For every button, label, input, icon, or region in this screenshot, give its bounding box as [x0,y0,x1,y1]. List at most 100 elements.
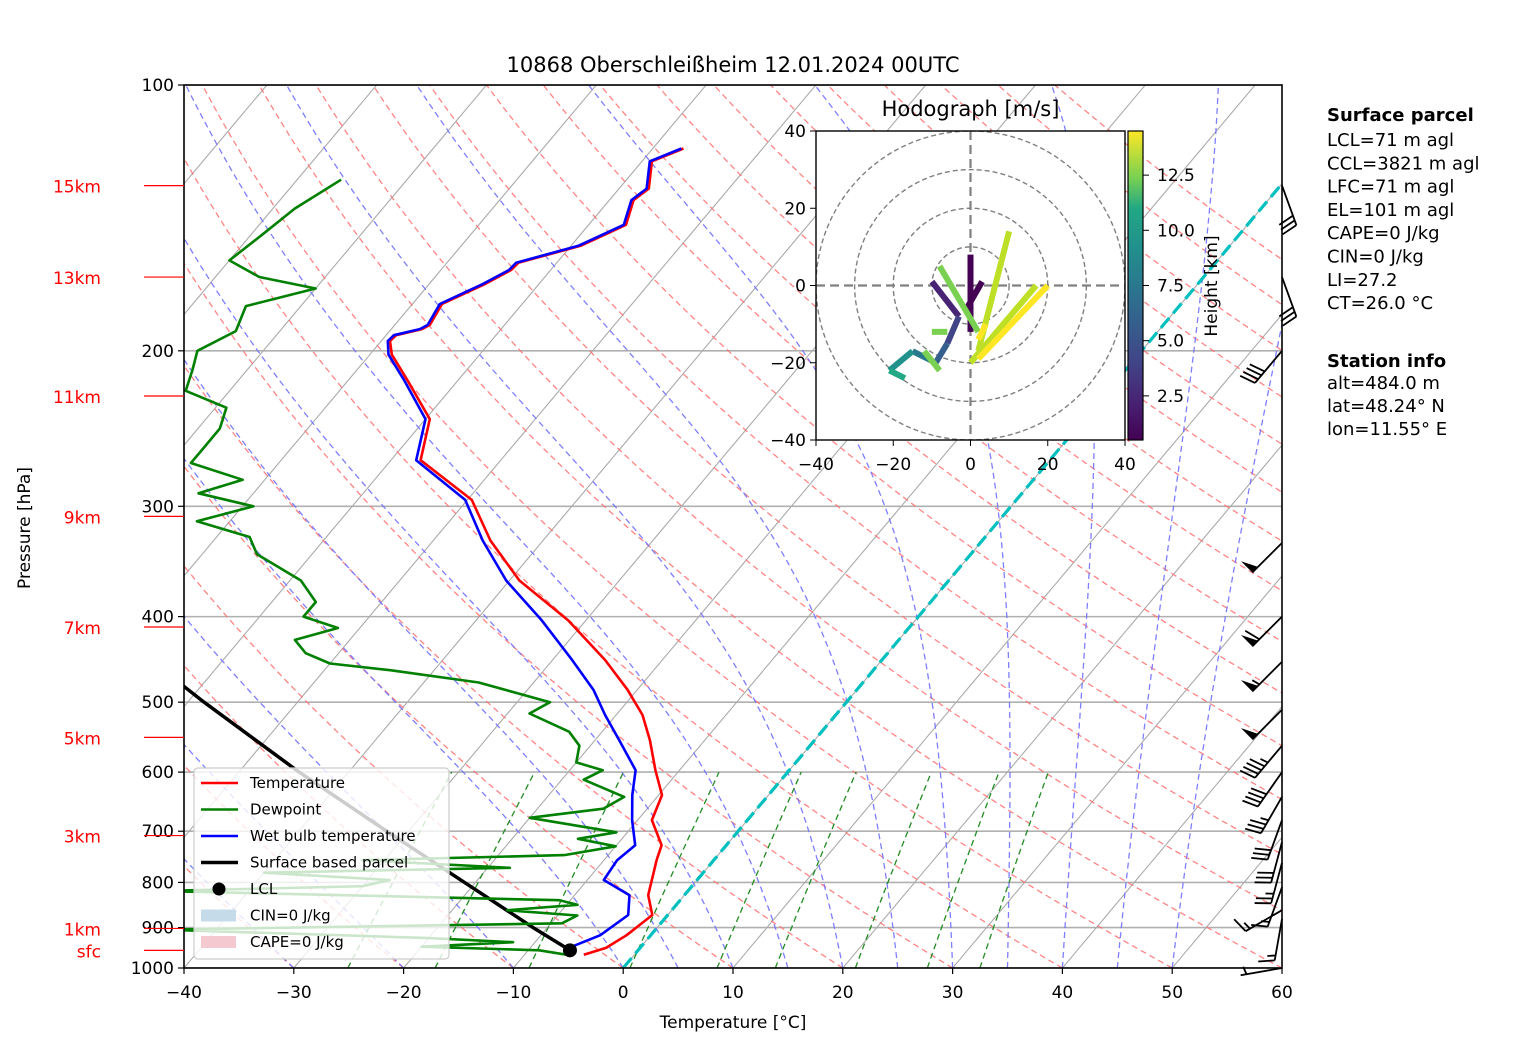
moist-adiabat [184,615,514,968]
legend-label: CAPE=0 J/kg [250,933,344,951]
dry-adiabat [258,85,1282,968]
barb-full [1244,629,1260,641]
barb-staff [1254,745,1283,779]
barb-full [1282,224,1297,236]
height-label: 3km [64,828,101,848]
dry-adiabat [770,85,1282,493]
station-info-value: lon=11.55° E [1327,419,1447,440]
dry-adiabat [315,85,1282,912]
y-tick-label: 200 [142,342,174,362]
isotherm-gridline [732,313,1282,968]
mixing-ratio-line [774,771,857,968]
barb-full [1242,371,1259,380]
height-label: 11km [53,388,101,408]
dry-adiabat [184,465,734,968]
y-tick-label: 300 [142,497,174,517]
barb-full [1245,795,1262,804]
hodograph-plot [816,131,1125,440]
barb-pennant [1240,728,1258,740]
legend-label: CIN=0 J/kg [250,907,331,925]
barb-staff [1266,886,1283,927]
hodograph-y-tick-label: −40 [770,431,806,451]
y-tick-label: 800 [142,873,174,893]
wind-barb [1251,886,1283,928]
legend-swatch [201,909,236,922]
wind-barb [1251,819,1283,861]
y-axis-label: Pressure [hPa] [15,467,35,589]
barb-full [1251,856,1268,861]
moist-adiabat [184,358,679,968]
moist-adiabat [1116,85,1220,968]
axes: −40 −30 −20 −10 0 10 20 30 40 50 60100200300400500… [53,76,1293,1003]
isotherm-gridline [184,85,487,447]
legend-box [193,767,450,960]
barb-full [1242,799,1259,808]
barb-full [1258,959,1275,963]
series-wet-bulb-temperature [386,147,682,956]
wind-barb [1240,966,1283,977]
barb-full [1246,762,1262,771]
barb-staff [1251,615,1283,647]
legend: Temperature Dewpoint Wet bulb temperature S… [193,767,450,960]
surface-parcel-value: LCL=71 m agl [1327,130,1454,151]
hodograph: Hodograph [m/s] −40 −20 0 20 40 40 20 0 −20 −40 2.5… [770,97,1222,475]
legend-label: Surface based parcel [250,854,408,872]
surface-parcel-value: CCL=3821 m agl [1327,153,1480,174]
barb-pennant [1240,635,1258,647]
x-tick-label: 40 [1052,983,1074,1003]
hodograph-segment [937,264,981,334]
barb-full [1254,847,1272,852]
legend-label: LCL [250,880,278,898]
x-tick-label: 60 [1271,983,1293,1003]
barb-staff [1270,862,1283,904]
hodograph-x-tick-label: 20 [1037,455,1059,475]
hodograph-y-tick-label: 40 [784,122,806,142]
barb-full [1247,791,1264,800]
barb-half [1243,922,1251,930]
wind-barb [1258,918,1283,963]
hodograph-y-tick-label: 0 [795,277,806,297]
hodograph-segment [944,315,962,345]
lcl-point [562,943,577,958]
barb-half [1260,817,1269,822]
barb-staff [1251,661,1283,693]
x-tick-label: −20 [386,983,422,1003]
dry-adiabat [827,85,1282,446]
barb-full [1239,769,1256,779]
wind-barbs [1233,185,1298,977]
wind-barb [1278,185,1298,236]
hodograph-segment [976,283,1050,361]
wind-barb [1254,841,1283,884]
mixing-ratio-line [926,771,1000,968]
dry-adiabat [372,85,1282,856]
station-info-value: lat=48.24° N [1327,396,1445,417]
hodograph-segment [888,367,907,381]
barb-full [1249,819,1267,826]
barb-half [1267,954,1276,957]
barb-full [1247,823,1264,830]
barb-staff [1270,841,1283,883]
wind-barb [1240,615,1283,647]
dry-adiabat [184,364,844,968]
barb-staff [1273,918,1283,961]
wind-barb [1244,796,1283,835]
mixing-ratio-line [434,771,536,968]
barb-full [1250,787,1267,796]
mixing-ratio-line [629,771,720,968]
barb-pennant [1240,680,1258,692]
hodograph-segment [887,348,915,373]
wind-barb [1278,276,1298,327]
chart-title: 10868 Oberschleißheim 12.01.2024 00UTC [507,53,960,77]
colorbar [1127,130,1144,441]
isotherm-gridline [842,444,1282,968]
station-info-value: alt=484.0 m [1327,373,1440,394]
mixing-ratio-line [528,771,625,968]
legend-label: Wet bulb temperature [250,827,416,845]
hodograph-y-tick-label: 20 [784,199,806,219]
barb-full [1244,827,1262,835]
mixing-ratio-line [716,771,802,968]
hodograph-segment [975,322,989,341]
legend-label: Temperature [249,774,345,792]
wind-barb [1239,745,1283,779]
